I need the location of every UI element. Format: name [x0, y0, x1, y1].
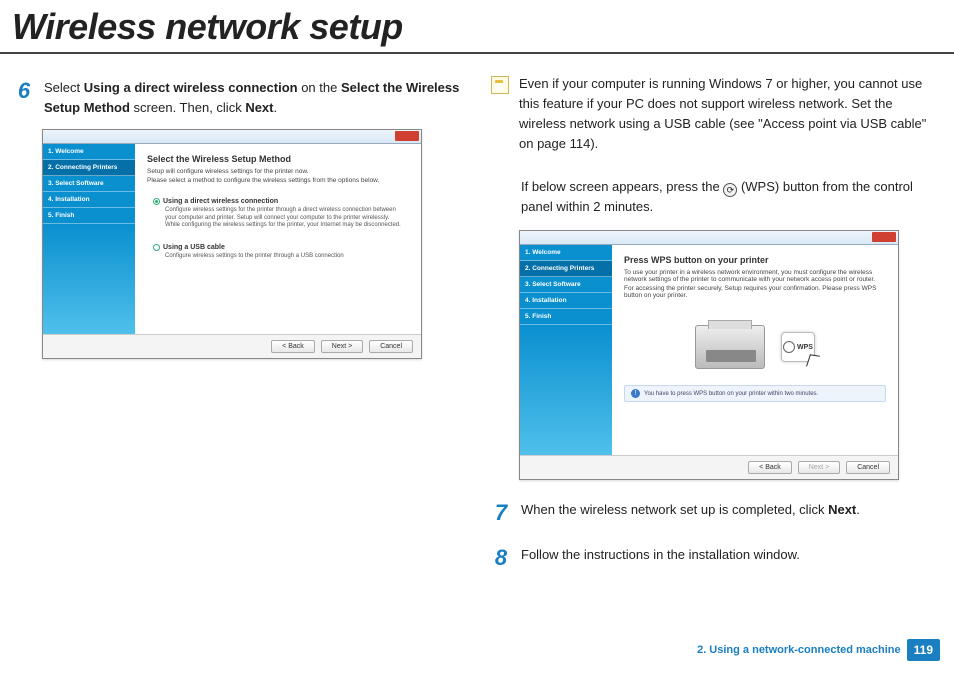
screenshot-wps: 1. Welcome 2. Connecting Printers 3. Sel… — [519, 230, 899, 480]
step-7: 7 When the wireless network set up is co… — [491, 496, 940, 529]
window-titlebar — [520, 231, 898, 245]
wizard-subtext: To use your printer in a wireless networ… — [624, 269, 886, 283]
content-columns: 6 Select Using a direct wireless connect… — [0, 54, 954, 586]
sidebar-item: 5. Finish — [520, 309, 612, 325]
cancel-button: Cancel — [369, 340, 413, 353]
wps-label: WPS — [797, 344, 813, 351]
wps-icon: ⟳ — [723, 183, 737, 197]
step-6: 6 Select Using a direct wireless connect… — [14, 74, 463, 117]
close-icon — [395, 131, 419, 141]
next-button: Next > — [321, 340, 363, 353]
sidebar-item: 3. Select Software — [520, 277, 612, 293]
step-text: Follow the instructions in the installat… — [521, 541, 940, 574]
step-number: 6 — [14, 74, 34, 117]
radio-icon — [153, 198, 160, 205]
wizard-sidebar: 1. Welcome 2. Connecting Printers 3. Sel… — [520, 245, 612, 455]
screenshot-wireless-method: 1. Welcome 2. Connecting Printers 3. Sel… — [42, 129, 422, 359]
step-number: 7 — [491, 496, 511, 529]
window-titlebar — [43, 130, 421, 144]
note-box: Even if your computer is running Windows… — [491, 74, 940, 155]
note-text: Even if your computer is running Windows… — [519, 74, 940, 155]
sidebar-item: 4. Installation — [43, 192, 135, 208]
wizard-sidebar: 1. Welcome 2. Connecting Printers 3. Sel… — [43, 144, 135, 334]
note-icon — [491, 76, 509, 94]
sidebar-item: 2. Connecting Printers — [520, 261, 612, 277]
chapter-label: 2. Using a network-connected machine — [697, 644, 901, 656]
wizard-subtext: Setup will configure wireless settings f… — [147, 168, 409, 175]
text: If below screen appears, press the — [521, 179, 723, 194]
right-column: Even if your computer is running Windows… — [491, 74, 940, 586]
sidebar-item: 4. Installation — [520, 293, 612, 309]
radio-option-usb: Using a USB cable Configure wireless set… — [153, 244, 403, 261]
wizard-subtext: Please select a method to configure the … — [147, 177, 409, 184]
wizard-subtext: For accessing the printer securely, Setu… — [624, 285, 886, 299]
wps-instruction: If below screen appears, press the ⟳ (WP… — [521, 177, 940, 219]
printer-icon — [695, 325, 765, 369]
cursor-icon — [806, 354, 820, 367]
wps-badge: WPS — [781, 332, 815, 362]
page-footer: 2. Using a network-connected machine 119 — [697, 639, 940, 661]
radio-label: Using a direct wireless connection — [163, 198, 278, 205]
text-bold: Next — [245, 100, 273, 115]
text: . — [856, 502, 860, 517]
info-text: You have to press WPS button on your pri… — [644, 391, 818, 397]
radio-icon — [153, 244, 160, 251]
text: . — [274, 100, 278, 115]
radio-label: Using a USB cable — [163, 244, 225, 251]
text-bold: Next — [828, 502, 856, 517]
close-icon — [872, 232, 896, 242]
step-number: 8 — [491, 541, 511, 574]
info-icon: ! — [631, 389, 640, 398]
radio-option-direct: Using a direct wireless connection Confi… — [153, 198, 403, 230]
wizard-footer: < Back Next > Cancel — [43, 334, 421, 358]
text: on the — [298, 80, 341, 95]
wizard-footer: < Back Next > Cancel — [520, 455, 898, 479]
sidebar-item: 1. Welcome — [43, 144, 135, 160]
step-8: 8 Follow the instructions in the install… — [491, 541, 940, 574]
radio-desc: Configure wireless settings for the prin… — [165, 207, 403, 230]
radio-desc: Configure wireless settings to the print… — [165, 253, 403, 261]
text: When the wireless network set up is comp… — [521, 502, 828, 517]
sidebar-item: 5. Finish — [43, 208, 135, 224]
wizard-heading: Select the Wireless Setup Method — [147, 154, 409, 164]
back-button: < Back — [748, 461, 792, 474]
step-text: When the wireless network set up is comp… — [521, 496, 940, 529]
next-button: Next > — [798, 461, 840, 474]
text: screen. Then, click — [130, 100, 245, 115]
printer-graphic: WPS — [624, 325, 886, 369]
left-column: 6 Select Using a direct wireless connect… — [14, 74, 463, 586]
wizard-heading: Press WPS button on your printer — [624, 255, 886, 265]
sidebar-item: 3. Select Software — [43, 176, 135, 192]
info-bar: ! You have to press WPS button on your pr… — [624, 385, 886, 402]
text: Select — [44, 80, 84, 95]
text-bold: Using a direct wireless connection — [84, 80, 298, 95]
sidebar-item: 1. Welcome — [520, 245, 612, 261]
wizard-main: Select the Wireless Setup Method Setup w… — [135, 144, 421, 334]
cancel-button: Cancel — [846, 461, 890, 474]
wizard-main: Press WPS button on your printer To use … — [612, 245, 898, 455]
sidebar-item: 2. Connecting Printers — [43, 160, 135, 176]
step-text: Select Using a direct wireless connectio… — [44, 74, 463, 117]
page-title: Wireless network setup — [0, 0, 954, 54]
page-number: 119 — [907, 639, 940, 661]
back-button: < Back — [271, 340, 315, 353]
